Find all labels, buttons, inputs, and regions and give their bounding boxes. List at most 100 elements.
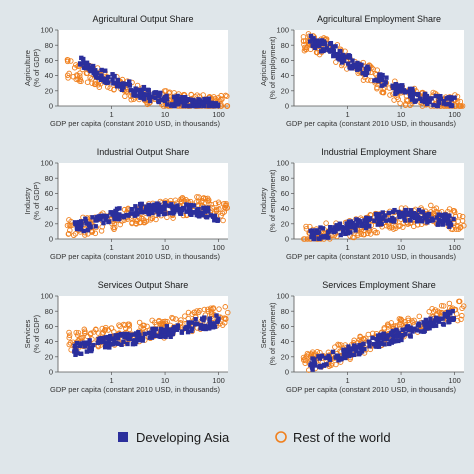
point-developing-asia [142, 331, 147, 337]
point-developing-asia [345, 230, 350, 235]
point-developing-asia [372, 218, 377, 223]
point-rest-of-the-world [77, 335, 83, 342]
point-developing-asia [153, 326, 159, 332]
point-developing-asia [156, 94, 162, 99]
point-rest-of-the-world [84, 79, 91, 85]
point-developing-asia [147, 206, 153, 212]
chart-industrial-output-share: Industrial Output Share 0 20 40 60 80 100 1 10 10… [23, 147, 231, 261]
point-rest-of-the-world [457, 224, 464, 230]
point-developing-asia [423, 325, 428, 330]
point-developing-asia [352, 225, 358, 230]
point-rest-of-the-world [390, 226, 397, 232]
point-developing-asia [421, 320, 426, 325]
point-developing-asia [376, 78, 381, 84]
point-rest-of-the-world [169, 314, 175, 321]
point-developing-asia [209, 100, 215, 106]
point-rest-of-the-world [117, 323, 123, 330]
point-developing-asia [119, 87, 125, 93]
point-developing-asia [196, 97, 201, 102]
point-rest-of-the-world [172, 197, 179, 204]
point-developing-asia [380, 72, 385, 78]
point-developing-asia [164, 203, 169, 208]
point-developing-asia [111, 81, 116, 86]
point-developing-asia [198, 326, 203, 331]
point-rest-of-the-world [370, 330, 376, 337]
point-rest-of-the-world [136, 319, 143, 326]
point-developing-asia [170, 331, 176, 336]
point-rest-of-the-world [156, 318, 162, 325]
point-developing-asia [192, 210, 197, 215]
point-rest-of-the-world [64, 72, 71, 79]
point-developing-asia [398, 214, 404, 219]
point-developing-asia [340, 52, 346, 58]
point-developing-asia [181, 103, 186, 109]
point-developing-asia [414, 328, 420, 333]
y-tick-label: 0 [285, 102, 289, 111]
point-developing-asia [378, 336, 383, 341]
point-developing-asia [393, 86, 399, 91]
point-developing-asia [365, 64, 370, 69]
point-developing-asia [200, 210, 206, 215]
point-developing-asia [346, 219, 352, 224]
point-developing-asia [349, 66, 354, 71]
point-developing-asia [106, 219, 111, 225]
point-rest-of-the-world [178, 317, 184, 323]
point-rest-of-the-world [100, 330, 107, 336]
point-rest-of-the-world [222, 205, 229, 212]
point-developing-asia [428, 321, 433, 326]
point-developing-asia [322, 41, 328, 47]
point-developing-asia [93, 217, 98, 223]
point-rest-of-the-world [73, 329, 79, 336]
point-developing-asia [75, 351, 80, 356]
point-developing-asia [425, 326, 430, 331]
point-developing-asia [144, 204, 149, 209]
point-developing-asia [90, 215, 95, 220]
point-developing-asia [179, 329, 184, 334]
point-developing-asia [354, 217, 359, 222]
point-developing-asia [436, 212, 441, 217]
point-developing-asia [126, 213, 131, 218]
point-developing-asia [364, 215, 369, 221]
y-tick-label: 100 [40, 26, 53, 35]
point-rest-of-the-world [75, 76, 81, 82]
x-axis-label: GDP per capita (constant 2010 USD, in th… [50, 252, 220, 261]
point-developing-asia [374, 344, 379, 349]
point-developing-asia [377, 75, 382, 80]
point-developing-asia [146, 95, 152, 100]
point-rest-of-the-world [108, 325, 115, 331]
point-rest-of-the-world [438, 303, 445, 309]
point-developing-asia [93, 68, 98, 73]
point-developing-asia [308, 33, 314, 39]
point-developing-asia [148, 330, 154, 336]
point-developing-asia [432, 318, 438, 323]
y-axis-label: Services [259, 319, 268, 348]
point-rest-of-the-world [153, 216, 159, 223]
point-developing-asia [364, 221, 370, 227]
point-rest-of-the-world [68, 58, 74, 64]
point-developing-asia [140, 338, 145, 343]
point-developing-asia [117, 81, 122, 87]
point-developing-asia [95, 70, 100, 76]
point-developing-asia [74, 348, 79, 353]
point-developing-asia [129, 206, 134, 212]
chart-agricultural-employment-share: Agricultural Employment Share 0 20 40 60 80 10… [259, 14, 466, 128]
point-developing-asia [215, 218, 220, 223]
point-developing-asia [407, 333, 413, 338]
x-tick-label: 1 [345, 376, 349, 385]
point-developing-asia [353, 228, 358, 233]
point-rest-of-the-world [178, 199, 185, 205]
point-rest-of-the-world [419, 103, 426, 109]
point-developing-asia [400, 83, 405, 88]
x-tick-label: 1 [109, 376, 113, 385]
point-developing-asia [436, 99, 441, 104]
point-developing-asia [335, 226, 340, 232]
x-tick-label: 10 [161, 243, 169, 252]
point-developing-asia [158, 326, 163, 332]
x-axis-label: GDP per capita (constant 2010 USD, in th… [50, 385, 220, 394]
point-developing-asia [343, 54, 348, 59]
y-tick-label: 20 [45, 352, 53, 361]
point-rest-of-the-world [111, 86, 117, 93]
point-rest-of-the-world [300, 354, 307, 361]
point-developing-asia [408, 212, 413, 217]
point-rest-of-the-world [205, 306, 211, 313]
